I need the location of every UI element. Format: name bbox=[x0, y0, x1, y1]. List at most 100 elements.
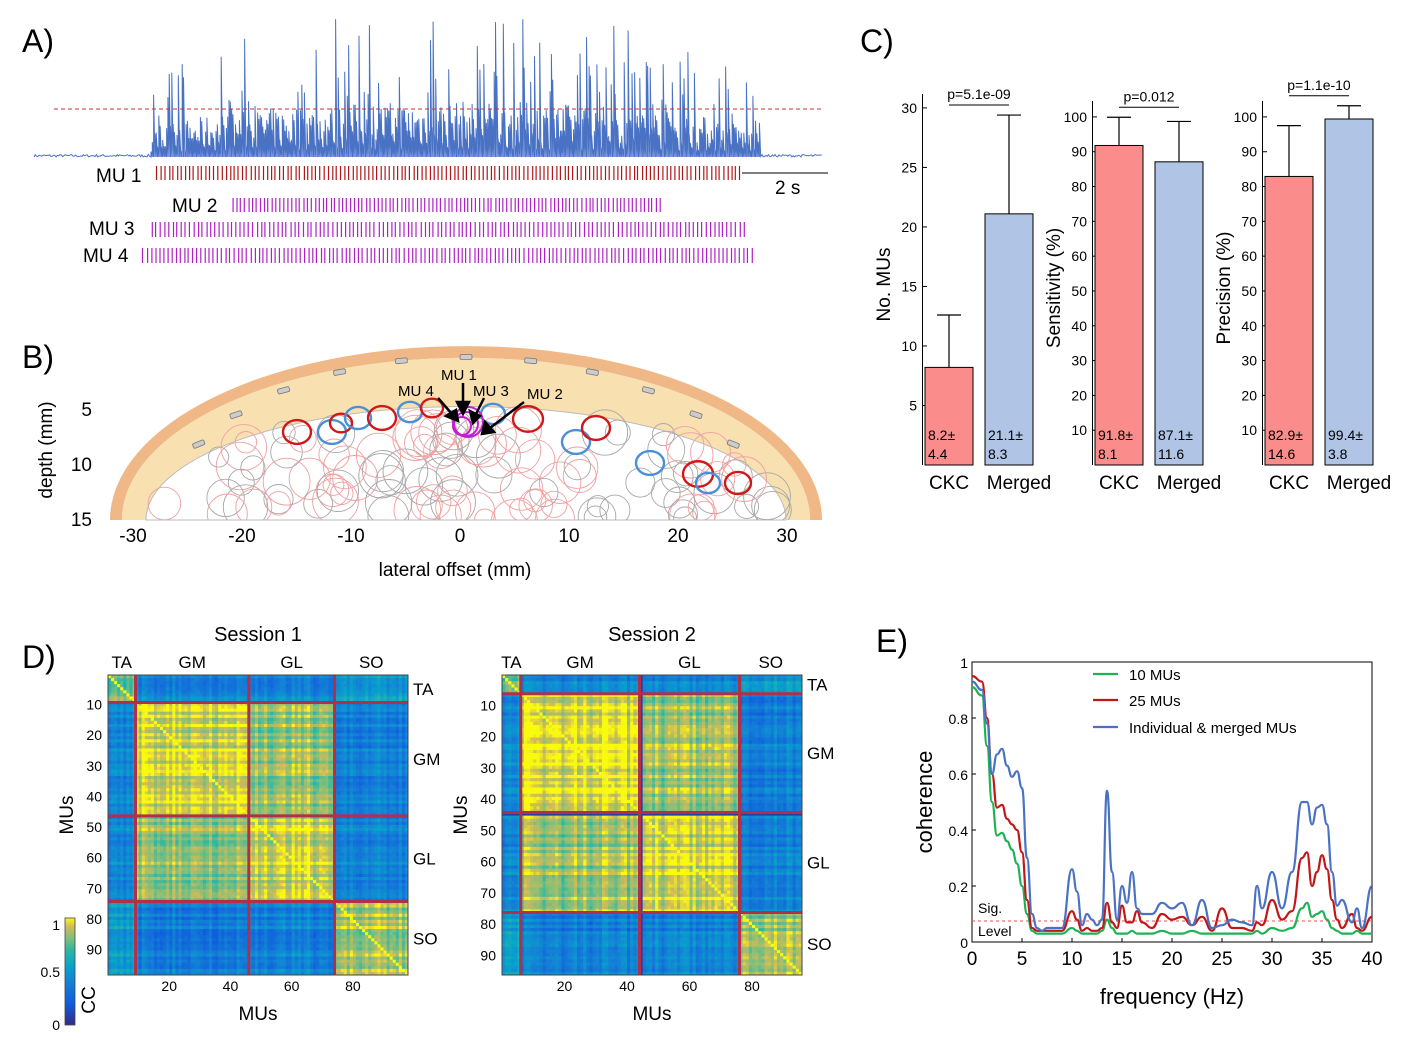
heatmap-cell bbox=[117, 687, 121, 691]
heatmap-cell bbox=[282, 693, 286, 697]
heatmap-cell bbox=[285, 702, 290, 707]
heatmap-cell bbox=[368, 797, 372, 801]
heatmap-cell bbox=[166, 797, 170, 801]
heatmap-cell bbox=[294, 766, 299, 771]
heatmap-cell bbox=[248, 687, 253, 691]
heatmap-cell bbox=[352, 714, 357, 719]
heatmap-cell bbox=[267, 779, 271, 783]
heatmap-cell bbox=[276, 678, 280, 682]
heatmap-cell bbox=[111, 782, 115, 786]
heatmap-cell bbox=[215, 675, 219, 679]
heatmap-cell bbox=[386, 705, 391, 710]
heatmap-cell bbox=[276, 742, 280, 746]
heatmap-cell bbox=[202, 702, 207, 707]
heatmap-cell bbox=[199, 745, 204, 749]
heatmap-cell bbox=[386, 751, 391, 755]
heatmap-cell bbox=[352, 702, 357, 707]
heatmap-cell bbox=[380, 681, 384, 685]
heatmap-cell bbox=[111, 739, 115, 743]
heatmap-cell bbox=[209, 714, 213, 719]
heatmap-cell bbox=[404, 763, 409, 768]
heatmap-cell bbox=[221, 705, 225, 710]
heatmap-cell bbox=[242, 754, 247, 759]
heatmap-cell bbox=[123, 684, 127, 688]
heatmap-cell bbox=[319, 681, 323, 685]
mu-territory bbox=[476, 433, 521, 479]
heatmap-cell bbox=[120, 742, 124, 746]
heatmap-cell bbox=[163, 730, 167, 734]
heatmap-cell bbox=[227, 763, 231, 768]
heatmap-cell bbox=[123, 788, 127, 792]
highlighted-mu bbox=[560, 428, 592, 456]
heatmap-cell bbox=[316, 742, 320, 746]
heatmap-cell bbox=[374, 776, 378, 780]
mu-territory bbox=[647, 430, 686, 469]
heatmap-cell bbox=[135, 760, 140, 765]
heatmap-cell bbox=[181, 772, 185, 777]
heatmap-cell bbox=[258, 760, 262, 765]
heatmap-cell bbox=[365, 782, 369, 786]
heatmap-cell bbox=[273, 782, 277, 786]
heatmap-cell bbox=[202, 727, 207, 731]
heatmap-cell bbox=[156, 708, 161, 713]
heatmap-cell bbox=[319, 800, 323, 804]
heatmap-cell bbox=[310, 711, 314, 716]
heatmap-cell bbox=[181, 794, 185, 798]
heatmap-cell bbox=[150, 745, 155, 749]
heatmap-cell bbox=[248, 754, 253, 759]
heatmap-cell bbox=[291, 751, 296, 755]
heatmap-cell bbox=[218, 772, 222, 777]
heatmap-cell bbox=[322, 727, 326, 731]
heatmap-cell bbox=[160, 693, 164, 697]
heatmap-cell bbox=[362, 711, 366, 716]
heatmap-cell bbox=[264, 681, 268, 685]
heatmap-cell bbox=[144, 696, 149, 700]
heatmap-cell bbox=[377, 717, 381, 722]
heatmap-cell bbox=[404, 675, 409, 679]
heatmap-cell bbox=[187, 696, 192, 700]
mu-territory bbox=[206, 493, 248, 520]
heatmap-cell bbox=[242, 723, 247, 728]
heatmap-cell bbox=[117, 708, 121, 713]
heatmap-cell bbox=[380, 739, 384, 743]
heatmap-cell bbox=[313, 684, 317, 688]
heatmap-cell bbox=[150, 776, 155, 780]
heatmap-cell bbox=[401, 797, 406, 801]
heatmap-cell bbox=[212, 736, 216, 740]
heatmap-cell bbox=[325, 702, 329, 707]
heatmap-cell bbox=[212, 675, 216, 679]
heatmap-cell bbox=[362, 690, 366, 694]
heatmap-cell bbox=[175, 754, 179, 759]
heatmap-cell bbox=[181, 727, 185, 731]
heatmap-cell bbox=[181, 797, 185, 801]
heatmap-cell bbox=[365, 754, 369, 759]
heatmap-cell bbox=[294, 742, 299, 746]
heatmap-cell bbox=[193, 742, 198, 746]
heatmap-cell bbox=[199, 690, 204, 694]
heatmap-cell bbox=[285, 736, 290, 740]
heatmap-cell bbox=[377, 742, 381, 746]
heatmap-cell bbox=[111, 800, 115, 804]
heatmap-cell bbox=[166, 748, 170, 752]
heatmap-cell bbox=[239, 800, 244, 804]
heatmap-cell bbox=[135, 788, 140, 792]
heatmap-cell bbox=[303, 742, 308, 746]
heatmap-cell bbox=[111, 730, 115, 734]
heatmap-cell bbox=[212, 766, 216, 771]
heatmap-cell bbox=[368, 733, 372, 737]
heatmap-cell bbox=[267, 739, 271, 743]
heatmap-cell bbox=[352, 757, 357, 762]
heatmap-cell bbox=[239, 742, 244, 746]
heatmap-cell bbox=[215, 720, 219, 725]
heatmap-cell bbox=[218, 760, 222, 765]
heatmap-cell bbox=[147, 723, 152, 728]
heatmap-cell bbox=[267, 720, 271, 725]
heatmap-cell bbox=[111, 763, 115, 768]
heatmap-cell bbox=[291, 675, 296, 679]
heatmap-cell bbox=[340, 754, 345, 759]
heatmap-cell bbox=[242, 751, 247, 755]
heatmap-cell bbox=[254, 785, 259, 789]
heatmap-cell bbox=[160, 763, 164, 768]
heatmap-cell bbox=[242, 711, 247, 716]
heatmap-cell bbox=[389, 675, 394, 679]
